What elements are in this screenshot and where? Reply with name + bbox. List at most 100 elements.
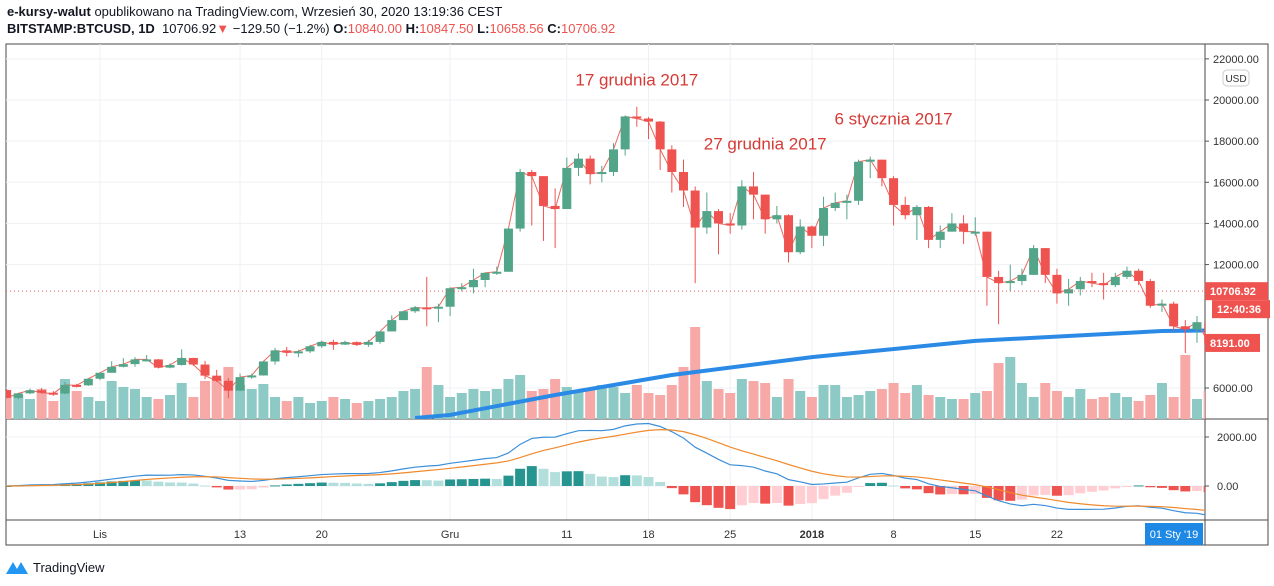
- volume-bar: [305, 403, 316, 419]
- currency-badge-bg: [1222, 69, 1250, 87]
- volume-bar: [293, 397, 304, 419]
- macd-histogram-bar: [188, 483, 199, 486]
- macd-histogram-bar: [106, 481, 117, 486]
- macd-histogram-bar: [923, 486, 934, 494]
- candle: [48, 391, 58, 396]
- volume-bar: [771, 397, 782, 419]
- macd-histogram-bar: [141, 480, 152, 486]
- candle: [620, 115, 630, 156]
- candle: [760, 194, 770, 234]
- candle-body: [795, 226, 805, 253]
- price-tick-label: 12000.00: [1213, 260, 1259, 272]
- volume-bar: [725, 393, 736, 419]
- candle: [1005, 264, 1015, 292]
- open-value: 10840.00: [347, 21, 402, 36]
- candle: [854, 159, 864, 205]
- candle: [1134, 268, 1144, 286]
- volume-bar: [1040, 383, 1051, 419]
- open-label: O:: [333, 21, 348, 36]
- macd-histogram-bar: [410, 480, 421, 486]
- macd-histogram-bar: [1203, 486, 1205, 493]
- candle-body: [270, 350, 280, 362]
- candle: [258, 360, 268, 376]
- candle: [188, 357, 198, 366]
- candle-body: [6, 390, 12, 398]
- volume-bar: [316, 401, 327, 419]
- volume-bar: [830, 385, 841, 419]
- volume-bar: [83, 397, 94, 419]
- macd-histogram-bar: [900, 486, 911, 489]
- volume-bar: [1028, 397, 1039, 419]
- candle: [994, 270, 1004, 325]
- price-tick-label: 16000.00: [1213, 177, 1259, 189]
- candle: [982, 231, 992, 306]
- volume-bar: [176, 383, 187, 419]
- volume-bar: [865, 391, 876, 419]
- volume-bar: [480, 391, 491, 419]
- candle: [655, 120, 665, 170]
- brand-name: TradingView: [33, 559, 105, 575]
- macd-histogram-bar: [130, 480, 141, 486]
- volume-bar: [433, 385, 444, 419]
- volume-bar: [666, 385, 677, 419]
- candle: [328, 339, 338, 350]
- candle-body: [363, 341, 373, 345]
- volume-bar: [503, 379, 514, 419]
- candle: [387, 315, 397, 332]
- macd-histogram-bar: [608, 477, 619, 486]
- candle-body: [142, 359, 152, 362]
- tradingview-logo[interactable]: TradingView: [4, 558, 105, 576]
- candle-body: [889, 178, 899, 205]
- volume-bar: [188, 397, 199, 419]
- volume-bar: [515, 375, 526, 419]
- high-value: 10847.50: [419, 21, 474, 36]
- candle: [340, 340, 350, 346]
- volume-bar: [71, 391, 82, 419]
- volume-bar: [211, 379, 222, 419]
- candle: [1052, 268, 1062, 304]
- candle-body: [538, 176, 548, 206]
- macd-histogram-bar: [480, 478, 491, 486]
- countdown-tag-text: 12:40:36: [1217, 304, 1261, 316]
- candle: [1157, 299, 1167, 312]
- candle-body: [655, 121, 665, 150]
- macd-histogram-bar: [491, 479, 502, 486]
- moving-average-line: [414, 328, 1205, 419]
- macd-histogram-bar: [876, 482, 887, 486]
- candle: [223, 378, 233, 399]
- volume-bar: [386, 397, 397, 419]
- volume-bar: [445, 397, 456, 419]
- time-tick-label: 8: [890, 529, 896, 541]
- candle: [410, 305, 420, 313]
- macd-histogram-bar: [445, 479, 456, 486]
- volume-bar: [1005, 357, 1016, 419]
- macd-tick-label: 0.00: [1217, 481, 1238, 493]
- volume-bar: [631, 385, 642, 419]
- candle-body: [608, 149, 618, 173]
- macd-histogram-bar: [515, 468, 526, 486]
- volume-bar: [351, 403, 362, 419]
- candle-body: [1122, 270, 1132, 277]
- candle-body: [468, 280, 478, 288]
- candle-body: [398, 311, 408, 321]
- macd-histogram-bar: [561, 471, 572, 486]
- candle: [1145, 278, 1155, 308]
- candle-body: [900, 204, 910, 216]
- macd-histogram-bar: [1121, 486, 1132, 487]
- candle-body: [1017, 274, 1027, 282]
- macd-histogram-bar: [176, 482, 187, 486]
- candle: [13, 392, 23, 400]
- candle: [690, 186, 700, 284]
- candle: [935, 225, 945, 249]
- volume-bar: [981, 391, 992, 419]
- candle: [725, 213, 735, 234]
- price-change: −129.50 (−1.2%): [232, 21, 330, 36]
- author-name[interactable]: e-kursy-walut: [7, 4, 91, 19]
- candle: [527, 169, 537, 226]
- time-tick-label: Lis: [93, 529, 108, 541]
- down-triangle-icon: ▼: [216, 21, 230, 36]
- candle-body: [293, 351, 303, 354]
- macd-histogram-bar: [655, 481, 666, 486]
- candle: [947, 213, 957, 232]
